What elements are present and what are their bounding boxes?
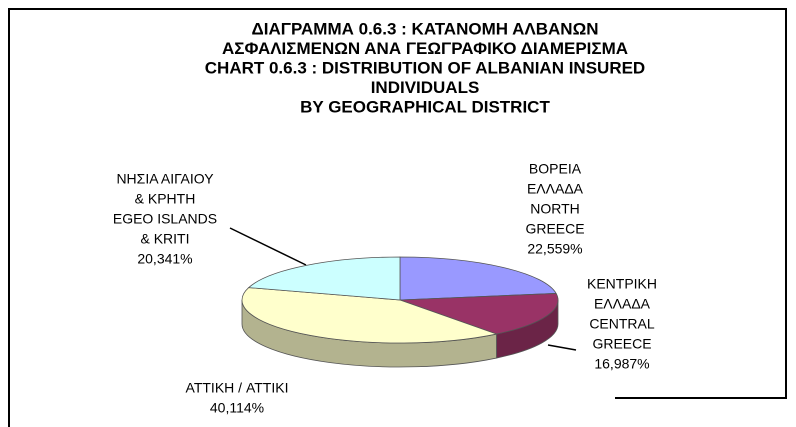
value-label: 16,987% [594, 356, 649, 372]
chart-title: INDIVIDUALS [371, 78, 480, 97]
slice-label: EGEO ISLANDS [113, 211, 217, 227]
slice-label: & KRITI [140, 231, 189, 247]
pie-slice [399, 293, 559, 335]
value-label: 22,559% [527, 241, 582, 257]
leader-line [229, 227, 307, 266]
chart-title: CHART 0.6.3 : DISTRIBUTION OF ALBANIAN I… [205, 58, 645, 77]
slice-label: ΒΟΡΕΙΑ [529, 161, 582, 177]
value-label: 40,114% [210, 400, 264, 416]
slice-label: NORTH [530, 201, 580, 217]
slice-label: & ΚΡΗΤΗ [135, 191, 196, 207]
pie-slice [247, 256, 401, 301]
chart-frame [8, 8, 787, 427]
pie-slice [241, 287, 498, 344]
chart-title: ΑΣΦΑΛΙΣΜΕΝΩΝ ΑΝΑ ΓΕΩΓΡΑΦΙΚΟ ΔΙΑΜΕΡΙΣΜΑ [222, 39, 628, 58]
slice-label: GREECE [592, 336, 651, 352]
slice-label: ΚΕΝΤΡΙΚΗ [587, 276, 657, 292]
slice-label: ΑΤΤΙΚΗ / ATTIKI [186, 380, 289, 396]
slice-label: ΕΛΛΑΔΑ [594, 296, 651, 312]
chart-title: ΔΙΑΓΡΑΜΜΑ 0.6.3 : ΚΑΤΑΝΟΜΗ ΑΛΒΑΝΩΝ [252, 19, 599, 38]
chart-title: BY GEOGRAPHICAL DISTRICT [300, 97, 550, 116]
value-label: 20,341% [137, 251, 192, 267]
slice-label: ΕΛΛΑΔΑ [527, 181, 584, 197]
leader-line [547, 344, 577, 351]
pie-slice [399, 256, 557, 301]
slice-label: GREECE [525, 221, 584, 237]
slice-label: ΝΗΣΙΑ ΑΙΓΑΙΟΥ [116, 171, 214, 187]
slice-label: CENTRAL [589, 316, 655, 332]
